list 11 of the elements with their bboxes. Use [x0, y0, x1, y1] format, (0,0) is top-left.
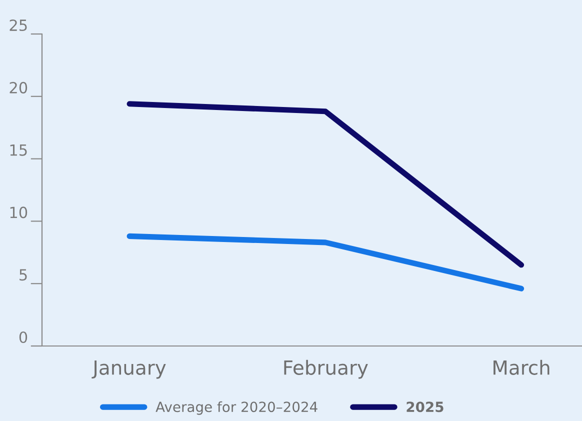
y-tick-label: 25 [10, 19, 27, 32]
y-tick-label: 20 [10, 82, 28, 94]
x-tick-label: March [494, 360, 550, 375]
y-tick-label: 0 [19, 331, 28, 344]
y-tick-label: 15 [10, 144, 27, 156]
x-tick-label: January [92, 360, 166, 379]
x-tick-label: February [284, 360, 368, 379]
y-tick-label: 5 [20, 269, 27, 281]
legend-label: Average for 2020–2024 [156, 401, 318, 415]
legend-label: 2025 [406, 402, 444, 412]
y-tick-label: 10 [10, 206, 28, 218]
